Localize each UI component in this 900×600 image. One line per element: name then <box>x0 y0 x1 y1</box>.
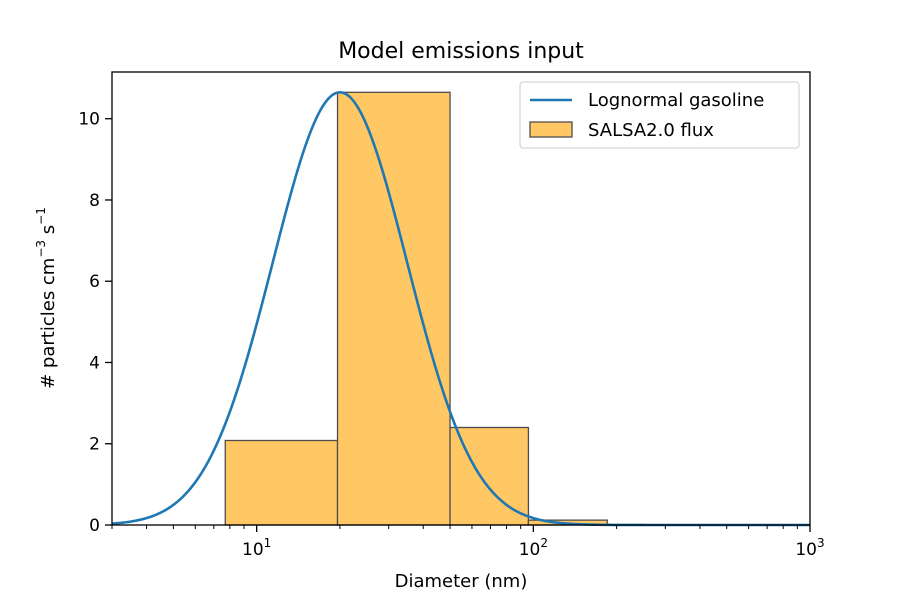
legend-bar-swatch <box>529 121 573 138</box>
y-tick-label: 0 <box>89 516 100 536</box>
y-axis-label: # particles cm−3 s−1 <box>34 207 59 389</box>
y-axis-label-exp2: −1 <box>34 207 48 225</box>
y-tick-label: 4 <box>89 353 100 373</box>
plot-frame <box>111 71 811 526</box>
legend-box <box>519 81 800 149</box>
legend-label-lognormal: Lognormal gasoline <box>588 90 764 111</box>
y-tick-label: 6 <box>89 272 100 292</box>
x-axis-ticks: 101 102 103 <box>111 525 825 560</box>
y-tick-label: 2 <box>89 435 100 455</box>
y-tick-label: 8 <box>89 191 100 211</box>
x-axis-label: Diameter (nm) <box>395 571 528 592</box>
x-tick-label: 101 <box>242 536 271 560</box>
bars-layer <box>224 91 608 526</box>
legend: Lognormal gasoline SALSA2.0 flux <box>519 81 800 149</box>
chart-title: Model emissions input <box>338 39 584 64</box>
legend-label-salsa: SALSA2.0 flux <box>588 120 714 141</box>
y-axis-ticks: 0 2 4 6 8 10 <box>78 110 112 536</box>
y-tick-label: 10 <box>78 110 100 130</box>
x-tick-label: 103 <box>795 536 824 560</box>
histogram-bar <box>336 91 451 526</box>
histogram-bar <box>224 439 339 526</box>
y-axis-label-mid: s <box>38 225 59 240</box>
x-tick-label: 102 <box>519 536 548 560</box>
y-axis-label-prefix: # particles cm <box>38 258 59 389</box>
y-axis-label-exp1: −3 <box>34 240 48 258</box>
